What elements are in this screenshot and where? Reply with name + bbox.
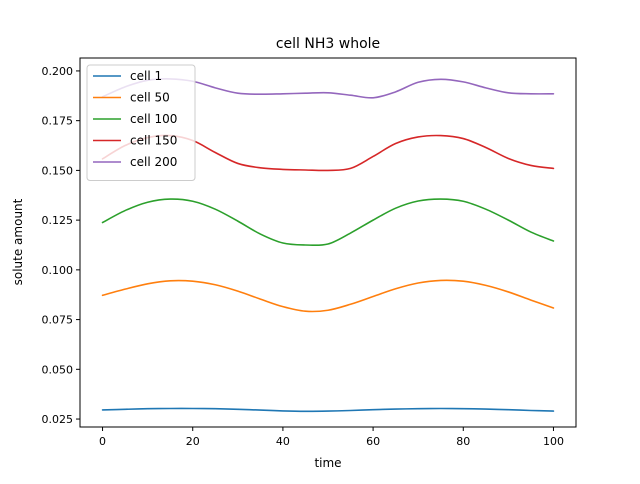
y-tick-label: 0.025: [42, 413, 74, 426]
y-tick-label: 0.175: [42, 115, 74, 128]
legend-label: cell 1: [130, 69, 162, 83]
x-tick-label: 20: [186, 435, 200, 448]
y-tick-label: 0.150: [42, 164, 74, 177]
y-tick-label: 0.125: [42, 214, 74, 227]
series-line-cell-100: [101, 198, 555, 247]
y-tick-label: 0.050: [42, 363, 74, 376]
x-tick-label: 60: [366, 435, 380, 448]
y-tick-label: 0.200: [42, 65, 74, 78]
chart-title: cell NH3 whole: [276, 36, 380, 52]
x-axis-label: time: [314, 456, 341, 470]
plot-frame: [79, 57, 577, 428]
series-line-cell-50: [101, 279, 555, 313]
x-tick-label: 40: [276, 435, 290, 448]
legend-label: cell 200: [130, 155, 177, 169]
legend: cell 1 cell 50 cell 100 cell 150 cell 200: [86, 64, 196, 181]
legend-box: [86, 64, 196, 181]
y-tick-label: 0.075: [42, 314, 74, 327]
legend-label: cell 100: [130, 112, 177, 126]
x-tick-label: 0: [99, 435, 106, 448]
x-axis: 0 20 40 60 80 100: [99, 427, 564, 448]
x-tick-label: 100: [543, 435, 564, 448]
series-line-cell-1: [101, 407, 555, 413]
legend-label: cell 50: [130, 91, 170, 105]
y-axis-label: solute amount: [11, 198, 25, 285]
y-tick-label: 0.100: [42, 264, 74, 277]
legend-label: cell 150: [130, 134, 177, 148]
y-axis: 0.025 0.050 0.075 0.100 0.125 0.150 0.175 0.200: [42, 65, 80, 426]
x-tick-label: 80: [456, 435, 470, 448]
